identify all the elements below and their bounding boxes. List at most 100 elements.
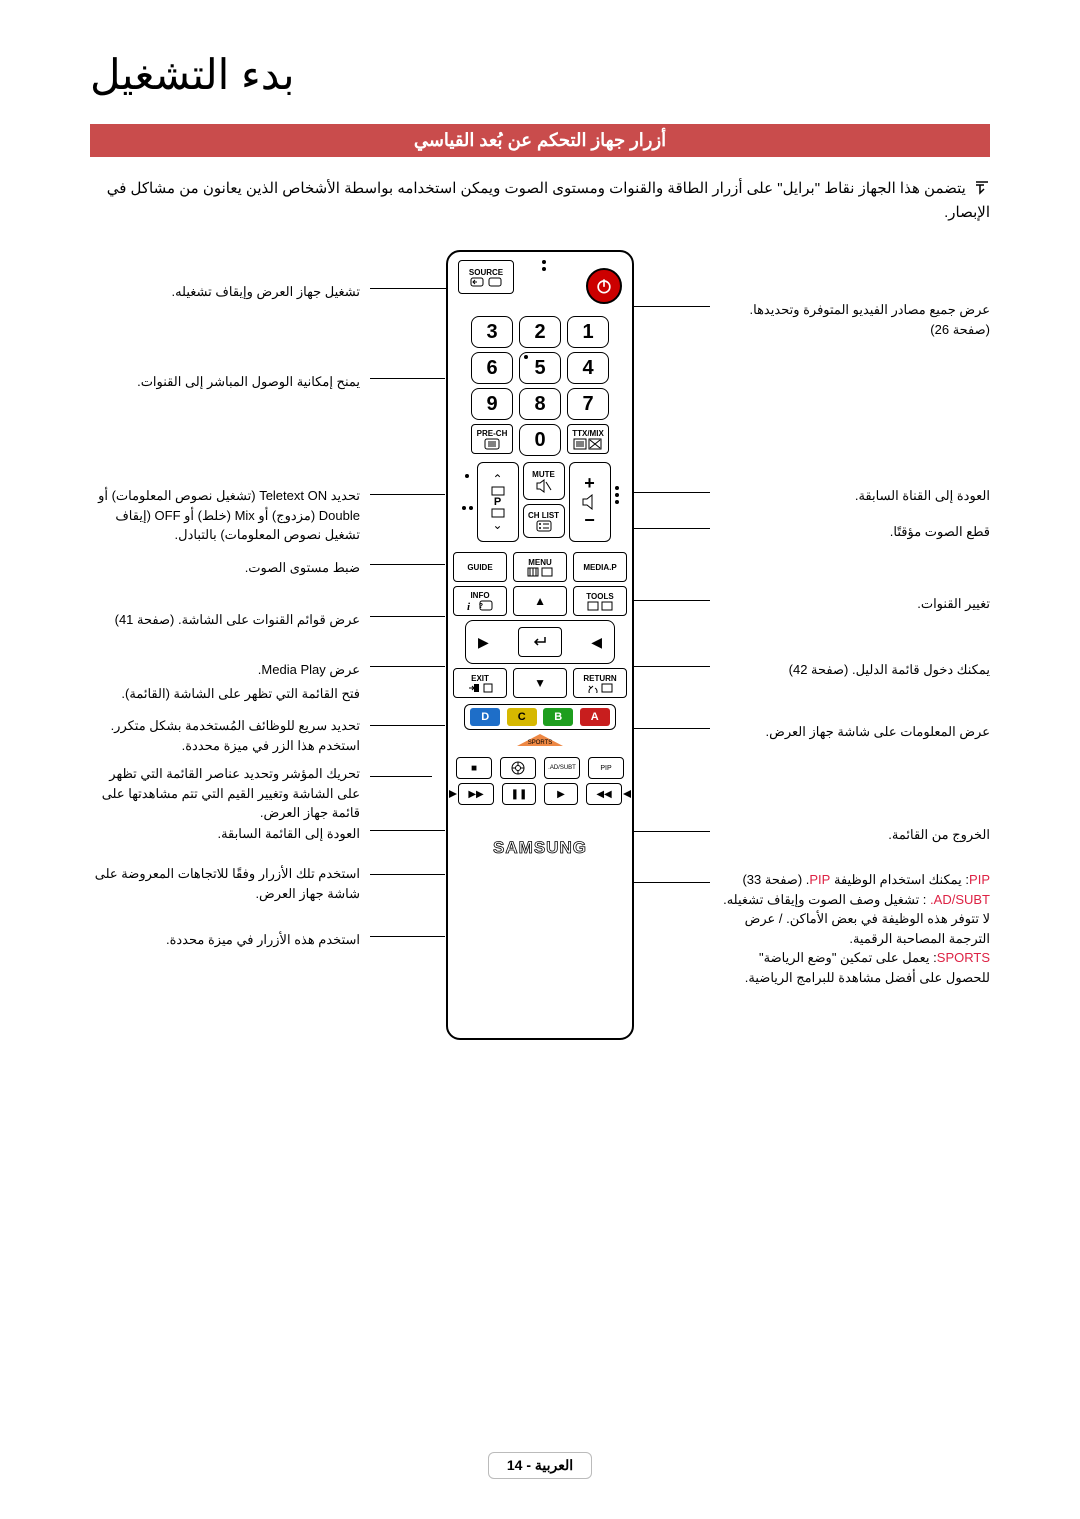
volume-button[interactable]: + − [569,462,611,542]
forward-button[interactable]: ▶▶ [458,783,494,805]
annotation-left: استخدم تلك الأزرار وفقًا للاتجاهات المعر… [90,864,360,903]
mute-icon [535,479,553,493]
up-arrow-button[interactable]: ▲ [513,586,567,616]
connector-line [370,494,445,495]
return-button[interactable]: RETURN [573,668,627,698]
sports-icon: SPORTS [517,734,563,748]
svg-text:SPORTS: SPORTS [528,740,553,746]
exit-button[interactable]: EXIT [453,668,507,698]
mediap-button[interactable]: MEDIA.P [573,552,627,582]
annotation-left: يمنح إمكانية الوصول المباشر إلى القنوات. [90,372,360,392]
annotation-right: قطع الصوت مؤقتًا. [720,522,990,542]
remote-top-panel: SOURCE [448,252,632,312]
guide-button[interactable]: GUIDE [453,552,507,582]
connector-line [370,776,432,777]
prech-button[interactable]: PRE-CH [471,424,513,454]
num-2[interactable]: 2 [519,316,561,348]
annotation-left: تحريك المؤشر وتحديد عناصر القائمة التي ت… [90,764,360,823]
ch-dn-icon [491,508,505,518]
ttx-icon [573,438,603,450]
num-7[interactable]: 7 [567,388,609,420]
braille-ch [462,506,473,510]
sports-label-area: SPORTS [448,734,632,753]
connector-line [370,378,445,379]
enter-button[interactable] [518,627,562,657]
power-button[interactable] [586,268,622,304]
remote-body: SOURCE 1 2 3 4 5 6 7 8 9 TTX/MIX [446,250,634,1040]
num-9[interactable]: 9 [471,388,513,420]
chlist-button[interactable]: CH LIST [523,504,565,538]
adsubt-button[interactable]: AD/SUBT. [544,757,580,779]
menu-icon [526,567,554,577]
connector-line [370,830,445,831]
play-button[interactable]: ▶ [544,783,578,805]
remote-diagram: عرض جميع مصادر الفيديو المتوفرة وتحديدها… [90,250,990,1130]
connector-line [370,288,455,289]
num-1[interactable]: 1 [567,316,609,348]
a-button[interactable]: A [580,708,610,726]
annotation-left: فتح القائمة التي تظهر على الشاشة (القائم… [90,684,360,704]
down-arrow-button[interactable]: ▼ [513,668,567,698]
b-button[interactable]: B [543,708,573,726]
annotation-right: عرض المعلومات على شاشة جهاز العرض. [720,722,990,742]
num-6[interactable]: 6 [471,352,513,384]
braille-dots [542,260,546,271]
d-button[interactable]: D [470,708,500,726]
ttxmix-button[interactable]: TTX/MIX [567,424,609,454]
exit-icon [466,683,494,693]
ch-up-icon [491,486,505,496]
num-4[interactable]: 4 [567,352,609,384]
channel-button[interactable]: ⌃ P ⌄ [477,462,519,542]
num-3[interactable]: 3 [471,316,513,348]
abcd-row: A B C D [464,704,616,730]
connector-line [370,936,445,937]
rewind-button[interactable]: ◀◀ [586,783,622,805]
note-text: يتضمن هذا الجهاز نقاط "برايل" على أزرار … [107,180,990,221]
left-arrow-icon: ◀ [591,634,602,651]
connector-line [370,725,445,726]
volume-icon [580,494,600,510]
chlist-icon [535,520,553,532]
dpad[interactable]: ◀ ▶ [465,620,615,664]
annotation-right: العودة إلى القناة السابقة. [720,486,990,506]
page-footer: العربية - 14 [0,1452,1080,1479]
annotation-left: عرض قوائم القنوات على الشاشة. (صفحة 41) [90,610,360,630]
c-button[interactable]: C [507,708,537,726]
pip-button[interactable]: PIP [588,757,624,779]
annotation-left: استخدم هذه الأزرار في ميزة محددة. [90,930,360,950]
tools-button[interactable]: TOOLS [573,586,627,616]
note-icon [974,179,990,195]
enter-icon [529,634,551,650]
annotation-left: تحديد سريع للوظائف المُستخدمة بشكل متكرر… [90,716,360,755]
annotation-right: يمكنك دخول قائمة الدليل. (صفحة 42) [720,660,990,680]
num-row-4: TTX/MIX 0 PRE-CH [448,424,632,456]
svg-text:?: ? [479,603,483,610]
num-0[interactable]: 0 [519,424,561,456]
info-icon: i? [466,600,494,612]
annotation-right: عرض جميع مصادر الفيديو المتوفرة وتحديدها… [720,300,990,339]
return-icon [586,683,614,693]
source-button[interactable]: SOURCE [458,260,514,294]
annotation-right: الخروج من القائمة. [720,825,990,845]
num-row-3: 7 8 9 [448,388,632,420]
prech-icon [482,438,502,450]
num-8[interactable]: 8 [519,388,561,420]
braille-note: يتضمن هذا الجهاز نقاط "برايل" على أزرار … [90,177,990,225]
annotation-left: عرض Media Play. [90,660,360,680]
braille-vol [615,486,619,504]
info-button[interactable]: INFO i? [453,586,507,616]
menu-button[interactable]: MENU [513,552,567,582]
svg-text:i: i [467,601,471,612]
num-5[interactable]: 5 [519,352,561,384]
playback-row: ◀◀ ▶ ❚❚ ▶▶ [448,783,632,805]
annotation-left: تشغيل جهاز العرض وإيقاف تشغيله. [90,282,360,302]
menu-row: MEDIA.P MENU GUIDE [448,552,632,582]
pause-button[interactable]: ❚❚ [502,783,536,805]
prev-icon [622,790,632,798]
connector-line [370,874,445,875]
mute-button[interactable]: MUTE [523,462,565,500]
connector-line [370,616,445,617]
annotation-right: PIP: يمكنك استخدام الوظيفة PIP. (صفحة 33… [720,870,990,987]
stop-button[interactable]: ■ [456,757,492,779]
sports-button[interactable] [500,757,536,779]
